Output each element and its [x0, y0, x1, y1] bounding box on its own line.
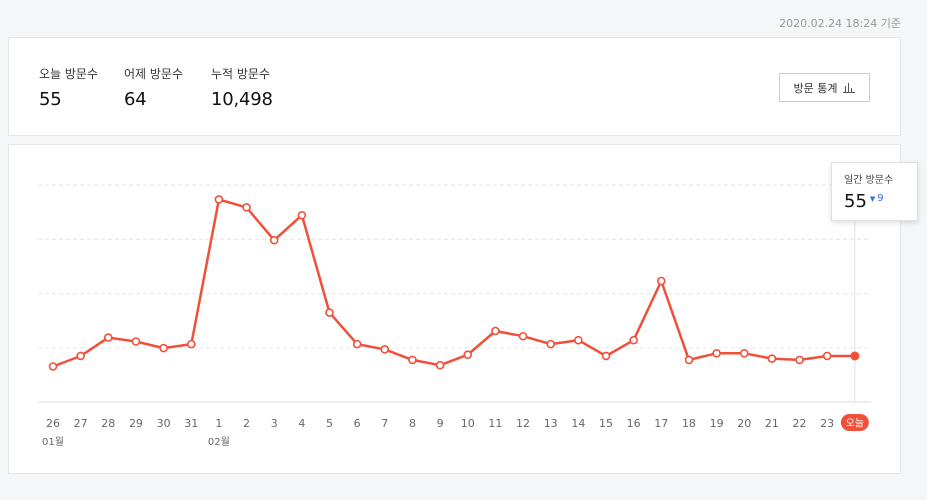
x-tick-label: 18 [682, 417, 696, 430]
visit-stats-button[interactable]: 방문 통계 [779, 73, 870, 102]
data-point [491, 326, 500, 336]
x-month-label: 01월 [42, 436, 64, 448]
data-point [739, 349, 749, 358]
chart-panel: 26 27 28 29 30 31 1 2 3 4 5 6 7 8 9 10 11 12 13 14 15 16 17 18 1… [8, 144, 901, 474]
data-point [435, 360, 445, 370]
data-point [546, 339, 556, 349]
stat-total-label: 누적 방문수 [211, 67, 271, 81]
visit-stats-button-label: 방문 통계 [793, 81, 838, 95]
data-point [104, 333, 113, 342]
x-tick-label: 4 [298, 417, 305, 430]
x-month-label: 02월 [208, 436, 230, 448]
x-tick-label: 1 [215, 417, 222, 430]
data-point [574, 335, 583, 345]
daily-visits-chart: 26 27 28 29 30 31 1 2 3 4 5 6 7 8 9 10 11 12 13 14 15 16 17 18 1… [38, 184, 871, 448]
tooltip-change: 9 [877, 193, 884, 204]
x-tick-label: 28 [101, 417, 115, 430]
stat-today-label: 오늘 방문수 [39, 67, 99, 81]
data-point [656, 276, 666, 286]
data-point [242, 203, 251, 212]
x-tick-label: 14 [571, 417, 585, 430]
bar-chart-icon [843, 82, 856, 93]
today-badge [840, 414, 869, 431]
stat-yesterday-label: 어제 방문수 [124, 67, 184, 81]
data-point [712, 349, 721, 358]
data-point [601, 351, 611, 361]
data-point [76, 351, 85, 361]
tooltip-label: 일간 방문수 [844, 175, 894, 186]
data-point [684, 355, 694, 365]
stat-yesterday-value: 64 [124, 89, 147, 110]
data-point [822, 351, 832, 361]
x-tick-label: 30 [157, 417, 171, 430]
x-tick-label: 26 [46, 417, 60, 430]
x-tick-label: 9 [437, 417, 444, 430]
stat-yesterday: 어제 방문수 64 [124, 65, 183, 110]
chart-tooltip: 일간 방문수 55 ▼ 9 [831, 162, 918, 221]
x-tick-label: 13 [544, 417, 558, 430]
x-tick-label: 31 [184, 417, 198, 430]
x-tick-label: 15 [599, 417, 613, 430]
x-tick-label: 16 [627, 417, 641, 430]
x-tick-label: 17 [654, 417, 668, 430]
x-tick-label: 19 [710, 417, 724, 430]
x-tick-label-today: 오늘 [846, 418, 864, 430]
data-point [131, 337, 141, 346]
stat-today: 오늘 방문수 55 [39, 65, 98, 110]
data-point [186, 339, 196, 349]
data-point [795, 355, 804, 365]
timestamp: 2020.02.24 18:24 기준 [779, 17, 901, 30]
x-tick-label: 3 [271, 417, 278, 430]
down-triangle-icon: ▼ [869, 195, 876, 203]
x-tick-label: 2 [243, 417, 250, 430]
series-line [52, 198, 855, 368]
x-tick-label: 27 [74, 417, 88, 430]
data-point [352, 339, 362, 349]
visit-summary-panel: 오늘 방문수 55 어제 방문수 64 누적 방문수 10,498 방문 통계 [8, 37, 901, 136]
x-tick-label: 8 [409, 417, 416, 430]
x-tick-label: 12 [516, 417, 530, 430]
data-point [297, 210, 307, 220]
data-point [408, 355, 417, 365]
data-point [518, 331, 528, 341]
data-point [767, 354, 777, 363]
x-tick-label: 10 [461, 417, 475, 430]
x-tick-label: 20 [737, 417, 751, 430]
x-tick-label: 29 [129, 417, 143, 430]
data-point [325, 308, 334, 317]
stat-total: 누적 방문수 10,498 [211, 65, 273, 110]
data-point [48, 362, 58, 371]
data-point [463, 350, 473, 359]
x-tick-label: 11 [488, 417, 502, 430]
x-tick-label: 5 [326, 417, 333, 430]
stat-total-value: 10,498 [211, 89, 273, 110]
x-tick-label: 23 [820, 417, 834, 430]
stat-today-value: 55 [39, 89, 62, 110]
tooltip-value: 55 [844, 191, 867, 212]
x-tick-label: 6 [354, 417, 361, 430]
data-point [159, 343, 168, 353]
data-point-highlight [850, 351, 860, 361]
x-tick-label: 21 [765, 417, 779, 430]
x-tick-label: 22 [793, 417, 807, 430]
data-point [629, 335, 638, 345]
data-point [214, 195, 224, 204]
data-point [380, 345, 390, 354]
x-tick-label: 7 [381, 417, 388, 430]
data-point [269, 235, 279, 245]
